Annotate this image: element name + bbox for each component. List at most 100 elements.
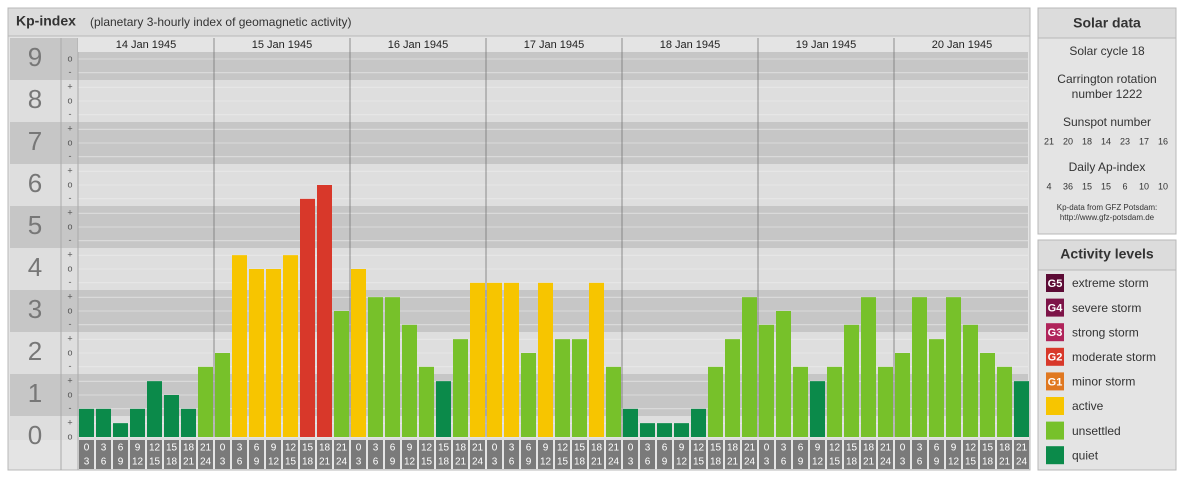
bar (742, 297, 757, 437)
x-tick-label: 18 (438, 457, 450, 468)
y-tick-label: 7 (28, 126, 42, 156)
legend-swatch (1046, 446, 1064, 465)
x-tick-label: 0 (356, 443, 362, 454)
bar (198, 366, 213, 437)
slot-cell (198, 440, 213, 469)
slot-cell (266, 440, 281, 469)
day-label: 18 Jan 1945 (660, 39, 721, 51)
slot-cell (640, 440, 655, 469)
x-tick-label: 18 (863, 443, 875, 454)
x-tick-label: 12 (540, 457, 552, 468)
x-tick-label: 15 (693, 457, 705, 468)
bar (895, 353, 910, 437)
minor-tick-label: - (69, 235, 72, 245)
slot-cell (674, 440, 689, 469)
bar (419, 366, 434, 437)
x-tick-label: 15 (574, 443, 586, 454)
x-tick-label: 18 (710, 457, 722, 468)
slot-cell (317, 440, 332, 469)
minor-tick-label: o (67, 431, 72, 441)
x-tick-label: 12 (149, 443, 161, 454)
bar (759, 324, 774, 437)
minor-tick-label: - (69, 403, 72, 413)
slot-cell (334, 440, 349, 469)
bar (351, 269, 366, 437)
x-tick-label: 6 (118, 443, 124, 454)
bar (487, 282, 502, 437)
legend-swatch (1046, 347, 1064, 366)
slot-cell (181, 440, 196, 469)
slot-cell (742, 440, 757, 469)
bar (606, 366, 621, 437)
day-label: 15 Jan 1945 (252, 39, 313, 51)
legend-badge: G5 (1048, 278, 1063, 290)
x-tick-label: 0 (84, 443, 90, 454)
slot-cell (402, 440, 417, 469)
bar (997, 366, 1012, 437)
x-tick-label: 15 (557, 457, 569, 468)
bar (929, 339, 944, 437)
x-tick-label: 18 (591, 443, 603, 454)
slot-cell (453, 440, 468, 469)
x-tick-label: 3 (492, 457, 498, 468)
x-tick-label: 0 (900, 443, 906, 454)
minor-tick-label: - (69, 151, 72, 161)
x-tick-label: 3 (781, 443, 787, 454)
slot-cell (589, 440, 604, 469)
x-tick-label: 15 (710, 443, 722, 454)
x-tick-label: 6 (254, 443, 260, 454)
slot-cell (147, 440, 162, 469)
slot-cell (164, 440, 179, 469)
x-tick-label: 15 (438, 443, 450, 454)
x-tick-label: 21 (727, 457, 739, 468)
x-tick-label: 21 (319, 457, 331, 468)
x-tick-label: 15 (421, 457, 433, 468)
x-tick-label: 0 (764, 443, 770, 454)
x-tick-label: 12 (404, 457, 416, 468)
x-tick-label: 9 (271, 443, 277, 454)
bar (147, 381, 162, 437)
x-tick-label: 15 (285, 457, 297, 468)
y-tick-label: 6 (28, 168, 42, 198)
x-tick-label: 12 (285, 443, 297, 454)
slot-cell (997, 440, 1012, 469)
x-tick-label: 24 (472, 457, 484, 468)
x-tick-label: 9 (543, 443, 549, 454)
slot-cell (759, 440, 774, 469)
x-tick-label: 3 (628, 457, 634, 468)
sunspot-value: 18 (1082, 136, 1092, 146)
minor-tick-label: + (67, 166, 72, 176)
x-tick-label: 9 (951, 443, 957, 454)
slot-cell (470, 440, 485, 469)
sunspot-value: 16 (1158, 136, 1168, 146)
minor-tick-label: + (67, 376, 72, 386)
x-tick-label: 9 (679, 443, 685, 454)
slot-cell (793, 440, 808, 469)
ap-value: 10 (1158, 181, 1168, 191)
x-tick-label: 6 (526, 443, 532, 454)
slot-cell (725, 440, 740, 469)
slot-cell (844, 440, 859, 469)
sunspot-value: 23 (1120, 136, 1130, 146)
slot-cell (96, 440, 111, 469)
minor-tick-label: o (67, 263, 72, 273)
x-tick-label: 9 (815, 443, 821, 454)
bar (674, 423, 689, 437)
carrington: number 1222 (1072, 87, 1143, 101)
slot-cell (130, 440, 145, 469)
x-tick-label: 24 (200, 457, 212, 468)
bar (946, 297, 961, 437)
slot-cell (963, 440, 978, 469)
bar (827, 366, 842, 437)
bar (810, 381, 825, 437)
x-tick-label: 12 (132, 457, 144, 468)
slot-cell (113, 440, 128, 469)
bar (793, 366, 808, 437)
minor-tick-label: + (67, 292, 72, 302)
slot-cell (878, 440, 893, 469)
legend-label: active (1072, 399, 1104, 413)
x-tick-label: 15 (982, 443, 994, 454)
x-tick-label: 6 (645, 457, 651, 468)
minor-tick-label: o (67, 95, 72, 105)
x-tick-label: 3 (900, 457, 906, 468)
